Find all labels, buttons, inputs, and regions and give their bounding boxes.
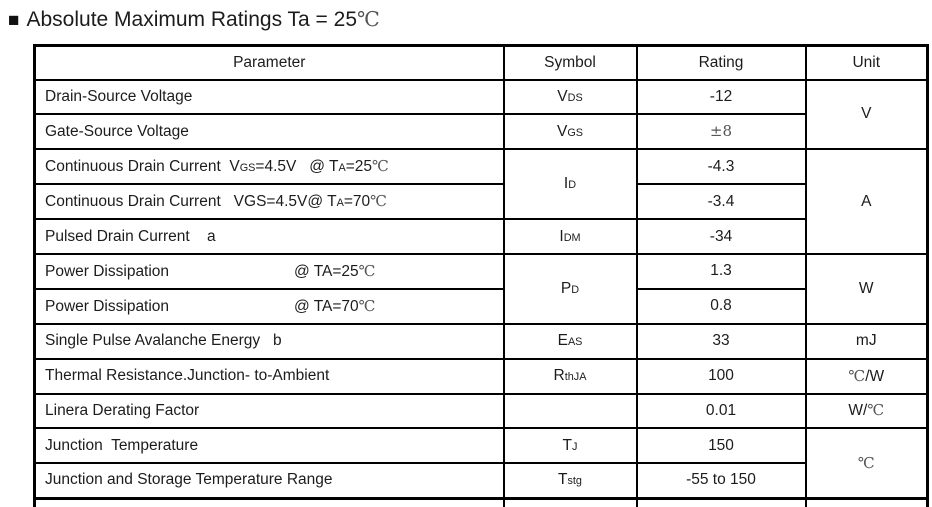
rating-idm: -34 xyxy=(635,218,807,255)
col-header-symbol: Symbol xyxy=(502,44,638,81)
symbol-eas: EAS xyxy=(502,322,638,360)
table-row: Pulsed Drain Current a IDM -34 xyxy=(33,218,928,255)
param-power-dissipation-25c: Power Dissipation @ TA=25℃ xyxy=(33,252,505,290)
col-header-parameter: Parameter xyxy=(33,44,505,81)
absolute-maximum-ratings-table: Parameter Symbol Rating Unit Drain-Sourc… xyxy=(33,44,929,507)
table-row-cutoff xyxy=(33,496,929,507)
rating-tstg: -55 to 150 xyxy=(635,462,807,500)
symbol-idm: IDM xyxy=(502,218,638,255)
section-title-text: Absolute Maximum Ratings Ta = 25℃ xyxy=(26,7,380,31)
param-linear-derating-factor: Linera Derating Factor xyxy=(33,392,505,430)
param-thermal-resistance-junction-to-ambient: Thermal Resistance.Junction- to-Ambient xyxy=(33,357,505,395)
symbol-empty xyxy=(502,392,638,430)
param-pulsed-drain-current: Pulsed Drain Current a xyxy=(33,218,505,255)
cutoff-cell xyxy=(635,496,807,507)
rating-rthja: 100 xyxy=(635,357,807,395)
rating-eas: 33 xyxy=(635,322,807,360)
symbol-rthja: RthJA xyxy=(502,357,638,395)
symbol-tj: TJ xyxy=(502,427,638,465)
unit-c-per-w: ℃/W xyxy=(804,357,929,395)
rating-vds: -12 xyxy=(635,78,807,116)
section-title: ■ Absolute Maximum Ratings Ta = 25℃ xyxy=(8,5,380,35)
unit-w: W xyxy=(804,252,929,325)
col-header-rating: Rating xyxy=(635,44,807,81)
table-row: Continuous Drain Current VGS=4.5V @ TA=2… xyxy=(33,148,929,255)
symbol-pd: PD xyxy=(502,252,638,325)
table-row: Gate-Source Voltage VGS ±8 xyxy=(33,113,928,151)
table-row: Linera Derating Factor 0.01 W/℃ xyxy=(33,392,929,430)
rating-pd-25c: 1.3 xyxy=(635,252,807,290)
unit-w-per-c: W/℃ xyxy=(804,392,929,430)
table-row: Drain-Source Voltage VDS -12 V xyxy=(33,78,929,151)
rating-pd-70c: 0.8 xyxy=(635,287,807,325)
rating-vgs: ±8 xyxy=(635,113,807,151)
param-power-dissipation-70c: Power Dissipation @ TA=70℃ xyxy=(33,287,505,325)
table-row: Continuous Drain Current VGS=4.5V@ TA=70… xyxy=(33,183,928,221)
table-row: Junction Temperature TJ 150 ℃ xyxy=(33,427,929,500)
table-header-row: Parameter Symbol Rating Unit xyxy=(33,44,929,81)
param-drain-source-voltage: Drain-Source Voltage xyxy=(33,78,505,116)
symbol-vgs: VGS xyxy=(502,113,638,151)
unit-a: A xyxy=(804,148,929,255)
table-row: Power Dissipation @ TA=25℃ PD 1.3 W xyxy=(33,252,929,325)
rating-id-25c: -4.3 xyxy=(635,148,807,186)
cutoff-cell xyxy=(502,496,638,507)
table-row: Thermal Resistance.Junction- to-Ambient … xyxy=(33,357,929,395)
rating-id-70c: -3.4 xyxy=(635,183,807,221)
param-junction-storage-temperature-range: Junction and Storage Temperature Range xyxy=(33,462,505,500)
table-row: Single Pulse Avalanche Energy b EAS 33 m… xyxy=(33,322,929,360)
param-single-pulse-avalanche-energy: Single Pulse Avalanche Energy b xyxy=(33,322,505,360)
table-row: Junction and Storage Temperature Range T… xyxy=(33,462,928,500)
black-square-bullet-icon: ■ xyxy=(8,10,20,31)
unit-mj: mJ xyxy=(804,322,929,360)
param-gate-source-voltage: Gate-Source Voltage xyxy=(33,113,505,151)
cutoff-cell xyxy=(804,496,929,507)
symbol-id: ID xyxy=(502,148,638,221)
symbol-vds: VDS xyxy=(502,78,638,116)
symbol-tstg: Tstg xyxy=(502,462,638,500)
param-junction-temperature: Junction Temperature xyxy=(33,427,505,465)
param-continuous-drain-current-25c: Continuous Drain Current VGS=4.5V @ TA=2… xyxy=(33,148,505,186)
table-row: Power Dissipation @ TA=70℃ 0.8 xyxy=(33,287,928,325)
cutoff-cell xyxy=(33,496,505,507)
col-header-unit: Unit xyxy=(804,44,929,81)
rating-tj: 150 xyxy=(635,427,807,465)
rating-derating: 0.01 xyxy=(635,392,807,430)
unit-c: ℃ xyxy=(804,427,929,500)
param-continuous-drain-current-70c: Continuous Drain Current VGS=4.5V@ TA=70… xyxy=(33,183,505,221)
unit-v: V xyxy=(804,78,929,151)
